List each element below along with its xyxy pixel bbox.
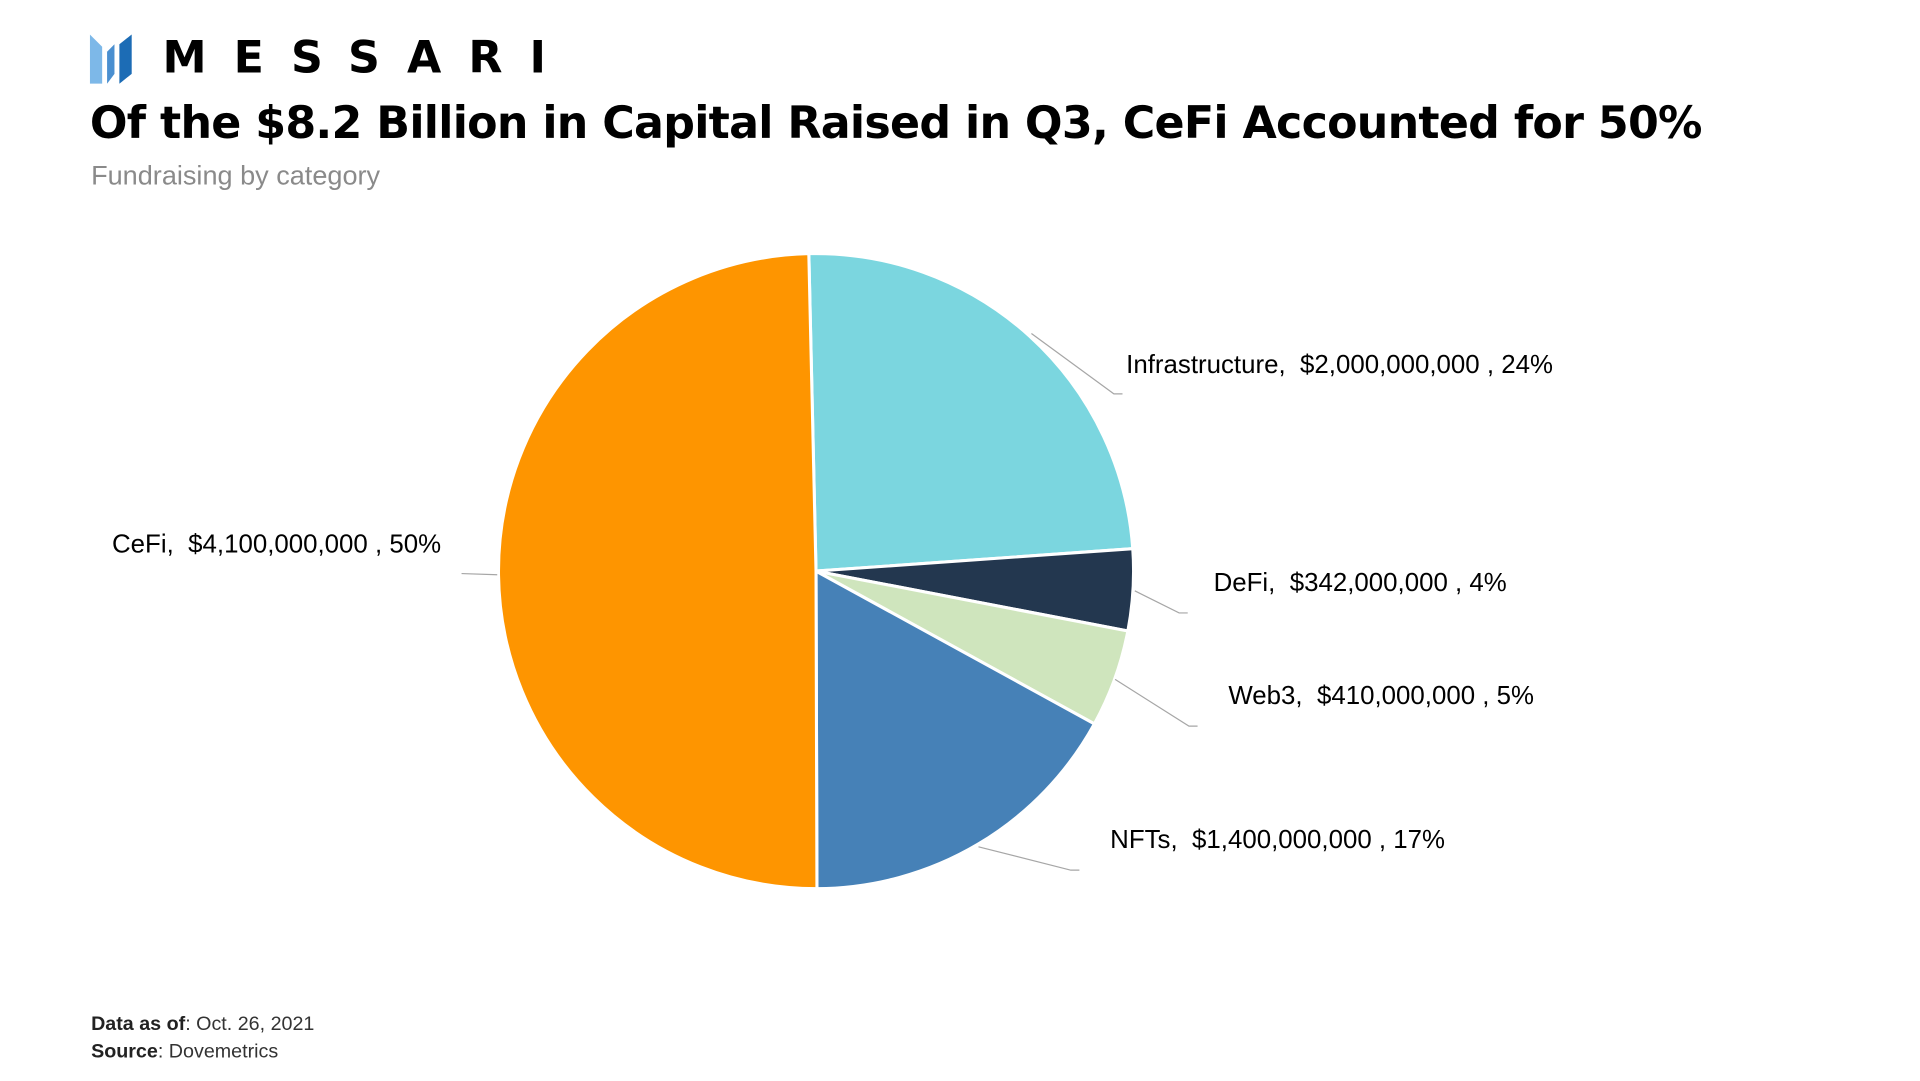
pie-slice-cefi [496,252,819,891]
source-note: Source: Dovemetrics [91,1041,279,1063]
data-label-defi: DeFi, $342,000,000 , 4% [1213,568,1507,597]
data-label-infrastructure: Infrastructure, $2,000,000,000 , 24% [1126,350,1553,380]
data-label-cefi: CeFi, $4,100,000,000 , 50% [112,530,442,559]
chart-subtitle: Fundraising by category [91,160,381,191]
data-as-of-note: Data as of: Oct. 26, 2021 [91,1014,315,1036]
leader-line-cefi [461,572,498,576]
chart-title: Of the $8.2 Billion in Capital Raised in… [89,98,1703,149]
leader-line-web3 [1114,678,1198,727]
leader-line-infrastructure [1031,333,1123,395]
messari-logo-icon [89,34,132,84]
data-label-nfts: NFTs, $1,400,000,000 , 17% [1110,825,1446,855]
data-label-web3: Web3, $410,000,000 , 5% [1228,681,1534,711]
pie-slice-infrastructure [807,252,1135,573]
pie-slice-nfts [814,568,1097,891]
brand-wordmark: MESSARI [162,33,574,84]
leader-line-nfts [978,846,1080,871]
leader-line-defi [1134,590,1188,614]
